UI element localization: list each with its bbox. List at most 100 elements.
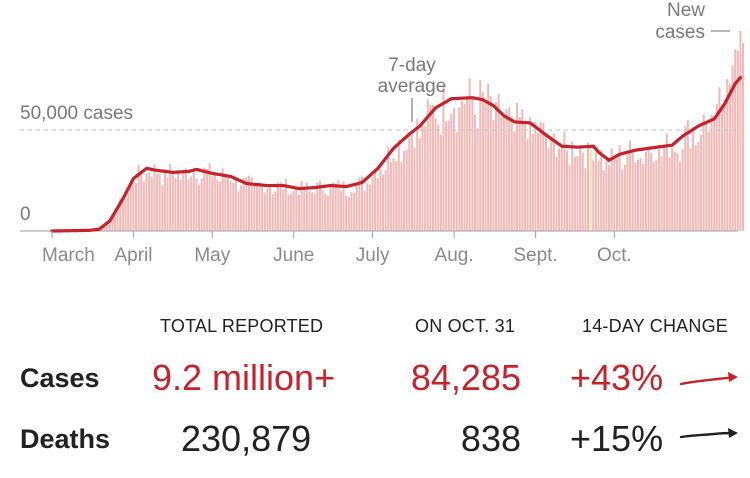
cases-chart: 50,000 cases 0 March April May June July Aug.… [20, 0, 745, 266]
case-bar [221, 168, 224, 231]
case-bar [374, 170, 377, 231]
case-bar [426, 99, 429, 231]
case-bar [455, 131, 458, 231]
case-bar [308, 190, 311, 231]
case-bar [103, 225, 106, 231]
case-bar [602, 170, 605, 231]
header-on-date: ON OCT. 31 [415, 316, 516, 336]
case-bar [452, 107, 455, 231]
case-bar [644, 151, 647, 231]
seven-day-average-line [50, 75, 743, 233]
case-bar [673, 151, 676, 231]
case-bar [539, 121, 542, 231]
case-bar [718, 87, 721, 231]
case-bar [529, 117, 532, 231]
case-bar [339, 190, 342, 231]
case-bar [468, 78, 471, 231]
case-bar [516, 102, 519, 231]
case-bar [242, 177, 245, 231]
case-bar [500, 116, 503, 231]
case-bar [450, 113, 453, 231]
case-bar [229, 181, 232, 231]
case-bar [571, 141, 574, 231]
case-bar [589, 145, 592, 231]
case-bar [639, 158, 642, 231]
case-bar [418, 138, 421, 231]
case-bar [597, 161, 600, 231]
case-bar [255, 185, 258, 231]
case-bar [721, 104, 724, 231]
case-bar [389, 161, 392, 231]
case-bar [192, 171, 195, 231]
case-bar [618, 145, 621, 231]
case-bar [269, 187, 272, 231]
case-bar [361, 176, 363, 231]
case-bar [487, 83, 490, 232]
case-bar [484, 101, 487, 232]
case-bar [521, 109, 524, 231]
case-bar [113, 214, 116, 231]
case-bar [479, 80, 482, 231]
case-bar [292, 190, 295, 231]
case-bar [384, 170, 387, 231]
case-bar [177, 169, 180, 231]
annotation-new-cases-line1: New [667, 0, 705, 21]
case-bar [547, 148, 550, 231]
case-bar [142, 181, 145, 231]
case-bar [140, 173, 143, 231]
case-bar [258, 182, 261, 231]
case-bar [124, 198, 127, 231]
case-bar [287, 194, 290, 231]
case-bar [476, 128, 479, 231]
case-bar [358, 177, 361, 231]
row-label-deaths: Deaths [20, 424, 111, 454]
case-bar [710, 114, 713, 231]
case-bar [116, 208, 119, 231]
case-bar [702, 114, 705, 231]
deaths-total: 230,879 [181, 418, 312, 459]
case-bar [731, 65, 734, 231]
case-bar [681, 148, 684, 231]
case-bar [663, 144, 666, 231]
case-bar [153, 163, 156, 231]
header-total-reported: TOTAL REPORTED [160, 316, 324, 336]
deaths-14-day-change: +15% [570, 418, 664, 459]
case-bar [431, 104, 434, 231]
case-bar [282, 189, 285, 231]
case-bar [211, 177, 214, 231]
case-bar [363, 191, 366, 231]
case-bar [156, 173, 159, 231]
case-bar [200, 178, 203, 231]
case-bar [397, 139, 400, 231]
case-bar [279, 181, 282, 231]
case-bar [728, 84, 731, 231]
case-bar [723, 99, 726, 231]
case-bar [676, 152, 679, 231]
case-bar [408, 134, 411, 231]
case-bar [332, 182, 335, 231]
case-bar [195, 178, 198, 231]
case-bar [224, 176, 227, 231]
case-bar [631, 148, 634, 231]
case-bar [245, 177, 248, 231]
case-bar [169, 163, 172, 231]
case-bar [166, 177, 169, 231]
case-bar [219, 181, 222, 231]
case-bar [734, 49, 737, 231]
case-bar [568, 164, 571, 231]
case-bar [471, 96, 474, 231]
case-bar [460, 101, 463, 231]
case-bar [671, 148, 674, 231]
case-bar [424, 126, 427, 231]
annotation-7day-line2: average [378, 76, 447, 97]
case-bar [350, 192, 353, 231]
case-bar [542, 123, 545, 231]
case-bar [253, 183, 256, 231]
case-bar [510, 116, 513, 231]
cases-on-date: 84,285 [410, 357, 521, 398]
case-bar [684, 126, 687, 231]
case-bar [403, 150, 406, 231]
case-bar [626, 154, 629, 231]
case-bar [434, 118, 437, 231]
case-bar [563, 131, 566, 231]
